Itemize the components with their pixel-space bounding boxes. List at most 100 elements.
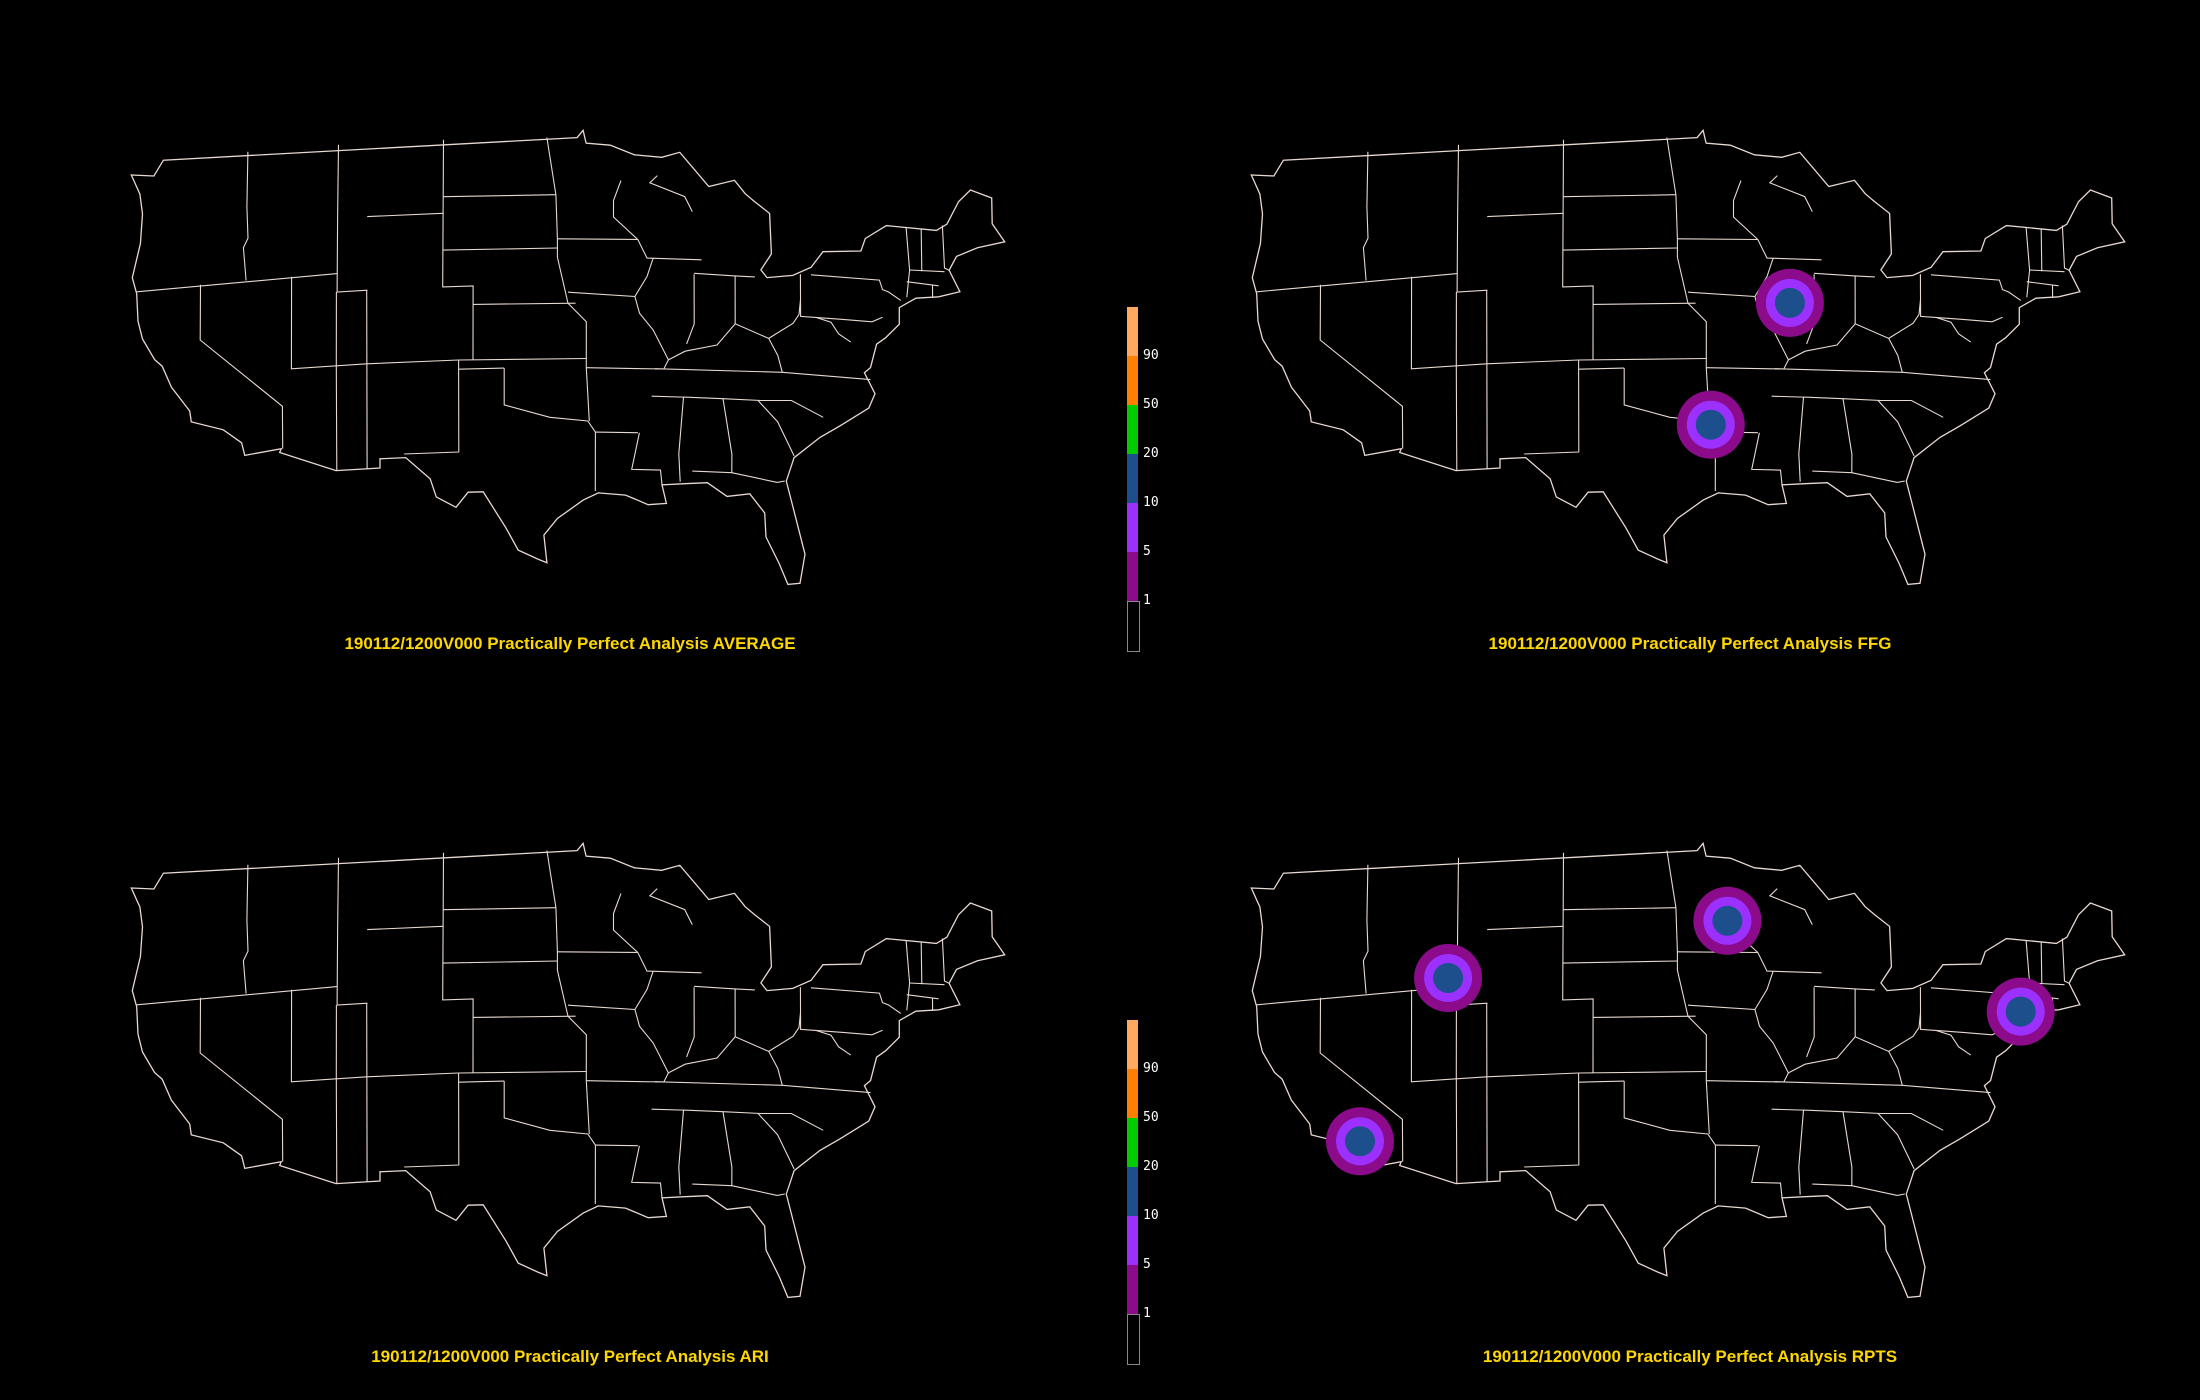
caption-rpts: 190112/1200V000 Practically Perfect Anal… bbox=[1482, 1347, 1898, 1366]
colorbar-label: 5 bbox=[1143, 1257, 1151, 1272]
state-border bbox=[1732, 180, 1759, 240]
state-border bbox=[336, 857, 368, 1006]
state-border bbox=[909, 982, 945, 986]
state-border bbox=[1877, 400, 1915, 457]
state-border bbox=[1935, 1029, 1972, 1056]
state-border bbox=[1806, 987, 1815, 1058]
colorbar-label: 1 bbox=[1143, 1306, 1151, 1321]
state-border bbox=[799, 987, 883, 1036]
state-border bbox=[941, 225, 950, 271]
state-border bbox=[1677, 951, 1822, 974]
state-border bbox=[1774, 368, 1991, 381]
colorbar-segment bbox=[1127, 307, 1138, 356]
state-border bbox=[2040, 228, 2043, 272]
state-border bbox=[683, 396, 733, 474]
state-border bbox=[683, 1109, 733, 1187]
state-border bbox=[612, 180, 639, 240]
state-border bbox=[404, 1072, 460, 1168]
state-border bbox=[503, 368, 596, 492]
state-border bbox=[1771, 395, 1805, 482]
map-average bbox=[130, 128, 1006, 586]
state-border bbox=[1888, 299, 1922, 339]
hotspots-ffg bbox=[1676, 268, 1824, 459]
colorbar-top: 1 5 10 20 50 90 bbox=[1127, 307, 1217, 657]
state-border bbox=[2061, 225, 2070, 271]
state-border bbox=[473, 1015, 576, 1018]
state-border bbox=[1851, 472, 1905, 483]
state-border bbox=[1487, 925, 1564, 931]
state-border bbox=[595, 431, 638, 434]
state-border bbox=[242, 151, 249, 281]
state-border bbox=[651, 1108, 685, 1195]
state-border bbox=[1919, 274, 2003, 323]
state-border bbox=[1935, 316, 1972, 343]
state-border bbox=[442, 139, 474, 360]
state-border bbox=[2025, 227, 2031, 298]
coastline bbox=[1250, 841, 2126, 1299]
caption-ari: 190112/1200V000 Practically Perfect Anal… bbox=[371, 1347, 769, 1366]
state-border bbox=[634, 971, 654, 1010]
state-border bbox=[1623, 1081, 1716, 1205]
colorbar-segment bbox=[1127, 1265, 1138, 1314]
state-border bbox=[1771, 1108, 1805, 1195]
state-border bbox=[1362, 864, 1369, 994]
state-border bbox=[1788, 1036, 1903, 1086]
hotspot-illinois bbox=[1774, 287, 1805, 318]
colorbar-label: 20 bbox=[1143, 446, 1159, 461]
state-border bbox=[367, 925, 444, 931]
state-border bbox=[1362, 151, 1369, 281]
panel-rpts: 190112/1200V000 Practically Perfect Anal… bbox=[1210, 743, 2170, 1366]
state-border bbox=[1455, 291, 1458, 471]
state-border bbox=[2040, 941, 2043, 985]
hotspot-southern-california bbox=[1345, 1126, 1375, 1157]
state-border bbox=[1487, 212, 1564, 218]
state-border bbox=[1715, 1144, 1758, 1147]
hotspot-minnesota bbox=[1712, 905, 1743, 936]
state-border bbox=[199, 997, 284, 1162]
state-border bbox=[458, 1080, 505, 1083]
state-border bbox=[1578, 367, 1625, 370]
state-border bbox=[920, 941, 923, 985]
map-rpts bbox=[1250, 841, 2126, 1299]
state-border bbox=[612, 893, 639, 953]
state-border bbox=[585, 367, 590, 422]
colorbar-segment bbox=[1127, 601, 1140, 652]
state-border bbox=[1562, 139, 1594, 360]
colorbar-bottom: 1 5 10 20 50 90 bbox=[1127, 1020, 1217, 1370]
state-border bbox=[136, 273, 338, 293]
state-border bbox=[1666, 137, 1707, 368]
state-border bbox=[1256, 273, 1458, 293]
state-border bbox=[1562, 852, 1594, 1073]
state-border bbox=[442, 960, 558, 964]
state-border bbox=[1319, 284, 1404, 449]
colorbar-segment bbox=[1127, 1069, 1138, 1118]
state-border bbox=[1877, 1113, 1915, 1170]
state-border bbox=[1524, 1072, 1580, 1168]
state-border bbox=[1919, 987, 2003, 1036]
coastline bbox=[130, 128, 1006, 586]
state-border bbox=[1562, 960, 1678, 964]
state-border bbox=[1814, 985, 1875, 991]
colorbar-segment bbox=[1127, 1020, 1138, 1069]
state-border bbox=[810, 274, 902, 301]
hotspots-rpts bbox=[1326, 886, 2055, 1176]
state-border bbox=[1814, 272, 1875, 278]
panel-ffg: 190112/1200V000 Practically Perfect Anal… bbox=[1210, 30, 2170, 653]
state-border bbox=[722, 1111, 824, 1131]
state-border bbox=[1768, 888, 1813, 925]
state-border bbox=[335, 291, 338, 471]
colorbar-label: 10 bbox=[1143, 495, 1159, 510]
state-border bbox=[634, 258, 654, 297]
colorbar-label: 1 bbox=[1143, 593, 1151, 608]
state-border bbox=[136, 986, 338, 1006]
state-border bbox=[668, 323, 783, 373]
state-border bbox=[651, 395, 685, 482]
state-border bbox=[567, 291, 670, 370]
map-ari bbox=[130, 841, 1006, 1299]
colorbar-segment bbox=[1127, 1314, 1140, 1365]
state-border bbox=[648, 175, 693, 212]
state-border bbox=[290, 989, 587, 1083]
state-border bbox=[768, 299, 802, 339]
coastline bbox=[130, 841, 1006, 1299]
colorbar-label: 50 bbox=[1143, 397, 1159, 412]
